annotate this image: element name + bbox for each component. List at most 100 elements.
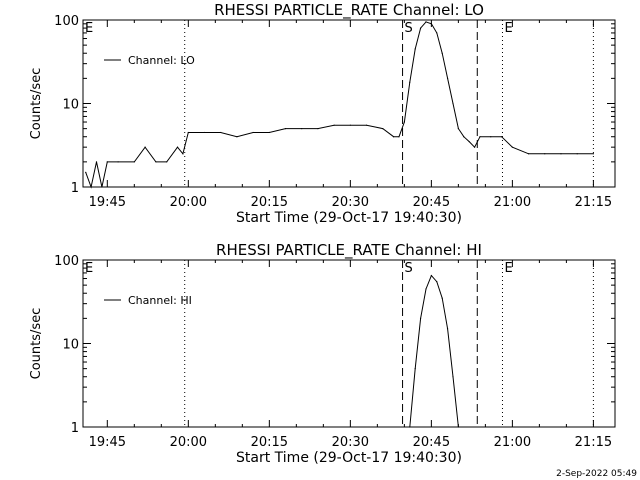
y-tick-label: 10 — [62, 338, 79, 353]
data-point — [252, 131, 254, 134]
data-point — [95, 161, 98, 163]
data-point — [592, 153, 594, 155]
data-point — [106, 161, 108, 163]
data-point — [403, 121, 405, 123]
data-point — [457, 426, 459, 428]
data-point — [365, 124, 368, 126]
data-point — [473, 146, 476, 148]
data-point — [176, 146, 179, 148]
series-line — [409, 274, 459, 428]
data-point — [425, 21, 427, 23]
data-point — [468, 140, 470, 143]
data-point — [203, 131, 206, 134]
data-point — [182, 153, 184, 155]
data-point — [90, 186, 92, 188]
y-tick-label: 100 — [54, 254, 79, 269]
data-point — [430, 275, 432, 277]
legend-label: Channel: LO — [128, 54, 195, 67]
x-tick-label: 19:45 — [89, 195, 126, 210]
marker-label: E — [85, 261, 93, 276]
x-tick-label: 21:15 — [575, 435, 612, 450]
data-point — [117, 161, 119, 163]
marker-label: E — [504, 21, 512, 36]
series-line — [85, 21, 594, 189]
y-tick-label: 1 — [71, 181, 79, 196]
data-point — [409, 426, 411, 428]
data-point — [284, 128, 287, 130]
y-tick-label: 10 — [62, 98, 79, 113]
data-point — [452, 376, 454, 378]
x-tick-label: 21:15 — [575, 195, 612, 210]
date-stamp: 2-Sep-2022 05:49 — [556, 469, 637, 479]
marker-label: S — [405, 261, 413, 276]
x-tick-label: 20:00 — [170, 195, 207, 210]
y-tick-label: 1 — [71, 421, 79, 436]
data-point — [409, 81, 411, 83]
data-point — [414, 368, 416, 370]
data-point — [133, 161, 135, 163]
data-point — [457, 128, 459, 130]
data-point — [382, 128, 384, 130]
x-tick-label: 20:15 — [251, 195, 288, 210]
chart-title: RHESSI PARTICLE_RATE Channel: HI — [216, 241, 482, 260]
y-axis-label: Counts/sec — [29, 68, 44, 140]
data-point — [511, 146, 513, 148]
x-tick-label: 20:30 — [332, 195, 369, 210]
x-tick-label: 20:00 — [170, 435, 207, 450]
chart-title: RHESSI PARTICLE_RATE Channel: LO — [214, 1, 484, 20]
x-tick-label: 20:15 — [251, 435, 288, 450]
data-point — [236, 136, 238, 138]
data-point — [527, 153, 530, 155]
marker-label: E — [85, 21, 93, 36]
data-point — [220, 131, 222, 134]
hi-channel-chart: RHESSI PARTICLE_RATE Channel: HI 19:45 20:… — [29, 241, 616, 466]
marker-label: E — [504, 261, 512, 276]
data-point — [301, 128, 303, 130]
data-point — [85, 171, 87, 173]
data-point — [419, 317, 422, 319]
legend-label: Channel: HI — [128, 294, 192, 307]
x-tick-label: 20:45 — [413, 435, 450, 450]
data-point — [441, 52, 443, 54]
data-point — [560, 153, 562, 155]
x-tick-label: 21:00 — [494, 435, 531, 450]
data-point — [544, 153, 546, 155]
data-point — [349, 124, 351, 126]
data-point — [441, 297, 443, 299]
data-point — [414, 48, 416, 50]
x-tick-label: 20:30 — [332, 435, 369, 450]
data-point — [500, 136, 503, 138]
data-point — [436, 281, 438, 283]
data-point — [452, 102, 454, 105]
x-axis-label: Start Time (29-Oct-17 19:40:30) — [236, 210, 462, 226]
y-tick-label: 100 — [54, 14, 79, 29]
data-point — [398, 136, 400, 138]
data-point — [268, 131, 270, 134]
data-point — [425, 288, 427, 290]
data-point — [430, 23, 432, 25]
lo-channel-chart: RHESSI PARTICLE_RATE Channel: LO 19:45 20:… — [29, 1, 616, 226]
x-tick-label: 21:00 — [494, 195, 531, 210]
x-tick-label: 20:45 — [413, 195, 450, 210]
data-point — [436, 32, 438, 34]
data-point — [490, 136, 492, 138]
y-axis-label: Counts/sec — [29, 308, 44, 380]
data-point — [101, 186, 103, 188]
data-point — [333, 124, 335, 126]
data-point — [166, 161, 168, 163]
data-point — [155, 161, 157, 163]
data-point — [463, 136, 465, 138]
data-point — [576, 153, 578, 155]
plot-frame — [82, 259, 616, 428]
data-point — [419, 27, 422, 29]
x-axis-label: Start Time (29-Oct-17 19:40:30) — [236, 450, 462, 466]
data-point — [187, 131, 189, 134]
data-point — [479, 136, 481, 138]
data-point — [317, 128, 319, 130]
data-point — [446, 328, 449, 330]
marker-label: S — [405, 21, 413, 36]
data-point — [144, 146, 146, 148]
data-point — [446, 77, 449, 79]
data-point — [392, 136, 395, 138]
